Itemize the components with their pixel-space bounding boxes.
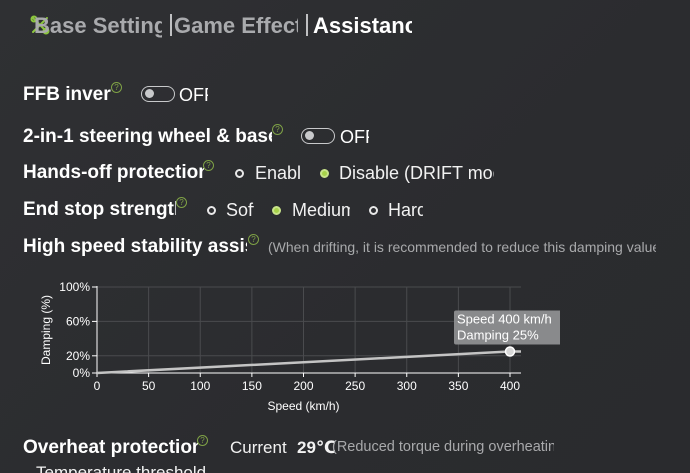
tooltip-line-1: Speed 400 km/h (457, 312, 552, 327)
help-icon[interactable]: ? (176, 197, 187, 208)
chart-axes: 0% 20% 60% 100% 0 50 100 150 200 250 300 350 400 Spee… (39, 280, 521, 413)
tooltip-line-2: Damping 25% (457, 328, 539, 343)
tab-assistance[interactable]: Assistance (313, 13, 412, 38)
x-tick-label: 100 (190, 379, 210, 393)
toggle-knob (145, 89, 154, 98)
tab-separator (306, 14, 308, 36)
hands-off-enable-label[interactable]: Enable (255, 163, 300, 183)
end-stop-medium-radio[interactable] (272, 206, 281, 215)
high-speed-hint: (When drifting, it is recommended to red… (268, 239, 656, 255)
overheat-current-value: 29℃ (297, 438, 335, 457)
hands-off-disable-radio[interactable] (320, 169, 329, 178)
help-icon[interactable]: ? (272, 124, 283, 135)
two-in-one-state: OFF (340, 127, 369, 147)
end-stop-soft-radio[interactable] (207, 206, 216, 215)
tab-game-effect[interactable]: Game Effect (174, 13, 298, 38)
high-speed-label: High speed stability assist (23, 236, 247, 257)
end-stop-soft-label[interactable]: Soft (226, 200, 254, 220)
x-tick-label: 250 (345, 379, 365, 393)
ffb-invert-label: FFB invert (23, 84, 111, 105)
data-point-handle (504, 346, 516, 357)
end-stop-hard-radio[interactable] (369, 206, 378, 215)
x-axis-label: Speed (km/h) (267, 399, 339, 413)
hands-off-label: Hands-off protection (23, 162, 204, 183)
temperature-threshold-label: Temperature threshold (36, 463, 206, 473)
help-icon[interactable]: ? (203, 160, 214, 171)
end-stop-label: End stop strength (23, 199, 176, 220)
tab-separator (170, 14, 172, 36)
help-icon[interactable]: ? (248, 234, 259, 245)
x-tick-label: 200 (293, 379, 313, 393)
tab-base-settings[interactable]: Base Settings (34, 13, 162, 38)
ffb-invert-toggle[interactable] (141, 86, 175, 102)
toggle-knob (305, 131, 314, 140)
help-icon[interactable]: ? (111, 82, 122, 93)
hands-off-enable-radio[interactable] (235, 169, 244, 178)
end-stop-medium-label[interactable]: Medium (292, 200, 350, 220)
x-tick-label: 50 (142, 379, 156, 393)
x-tick-label: 0 (94, 379, 101, 393)
damping-chart[interactable]: 0% 20% 60% 100% 0 50 100 150 200 250 300 350 400 Spee… (0, 270, 560, 420)
y-tick-label: 60% (66, 314, 90, 328)
x-tick-label: 400 (500, 379, 520, 393)
series-line (96, 350, 521, 375)
x-tick-label: 350 (448, 379, 468, 393)
overheat-current-label: Current (230, 438, 287, 457)
y-tick-label: 20% (66, 349, 90, 363)
two-in-one-label: 2-in-1 steering wheel & base (23, 126, 272, 147)
help-icon[interactable]: ? (197, 435, 208, 446)
overheat-label: Overheat protection (23, 437, 198, 458)
two-in-one-toggle[interactable] (301, 128, 335, 144)
y-tick-label: 0% (73, 366, 91, 380)
x-tick-label: 300 (397, 379, 417, 393)
hands-off-disable-label[interactable]: Disable (DRIFT mode) (339, 163, 494, 183)
ffb-invert-state: OFF (179, 85, 208, 105)
end-stop-hard-label[interactable]: Hard (388, 200, 423, 220)
chart-series (96, 346, 521, 375)
x-tick-label: 150 (242, 379, 262, 393)
overheat-hint: (Reduced torque during overheating) (332, 439, 554, 455)
y-axis-label: Damping (%) (39, 295, 53, 365)
tooltip-box (454, 310, 560, 345)
tools-icon (30, 15, 50, 35)
y-tick-label: 100% (59, 280, 90, 294)
